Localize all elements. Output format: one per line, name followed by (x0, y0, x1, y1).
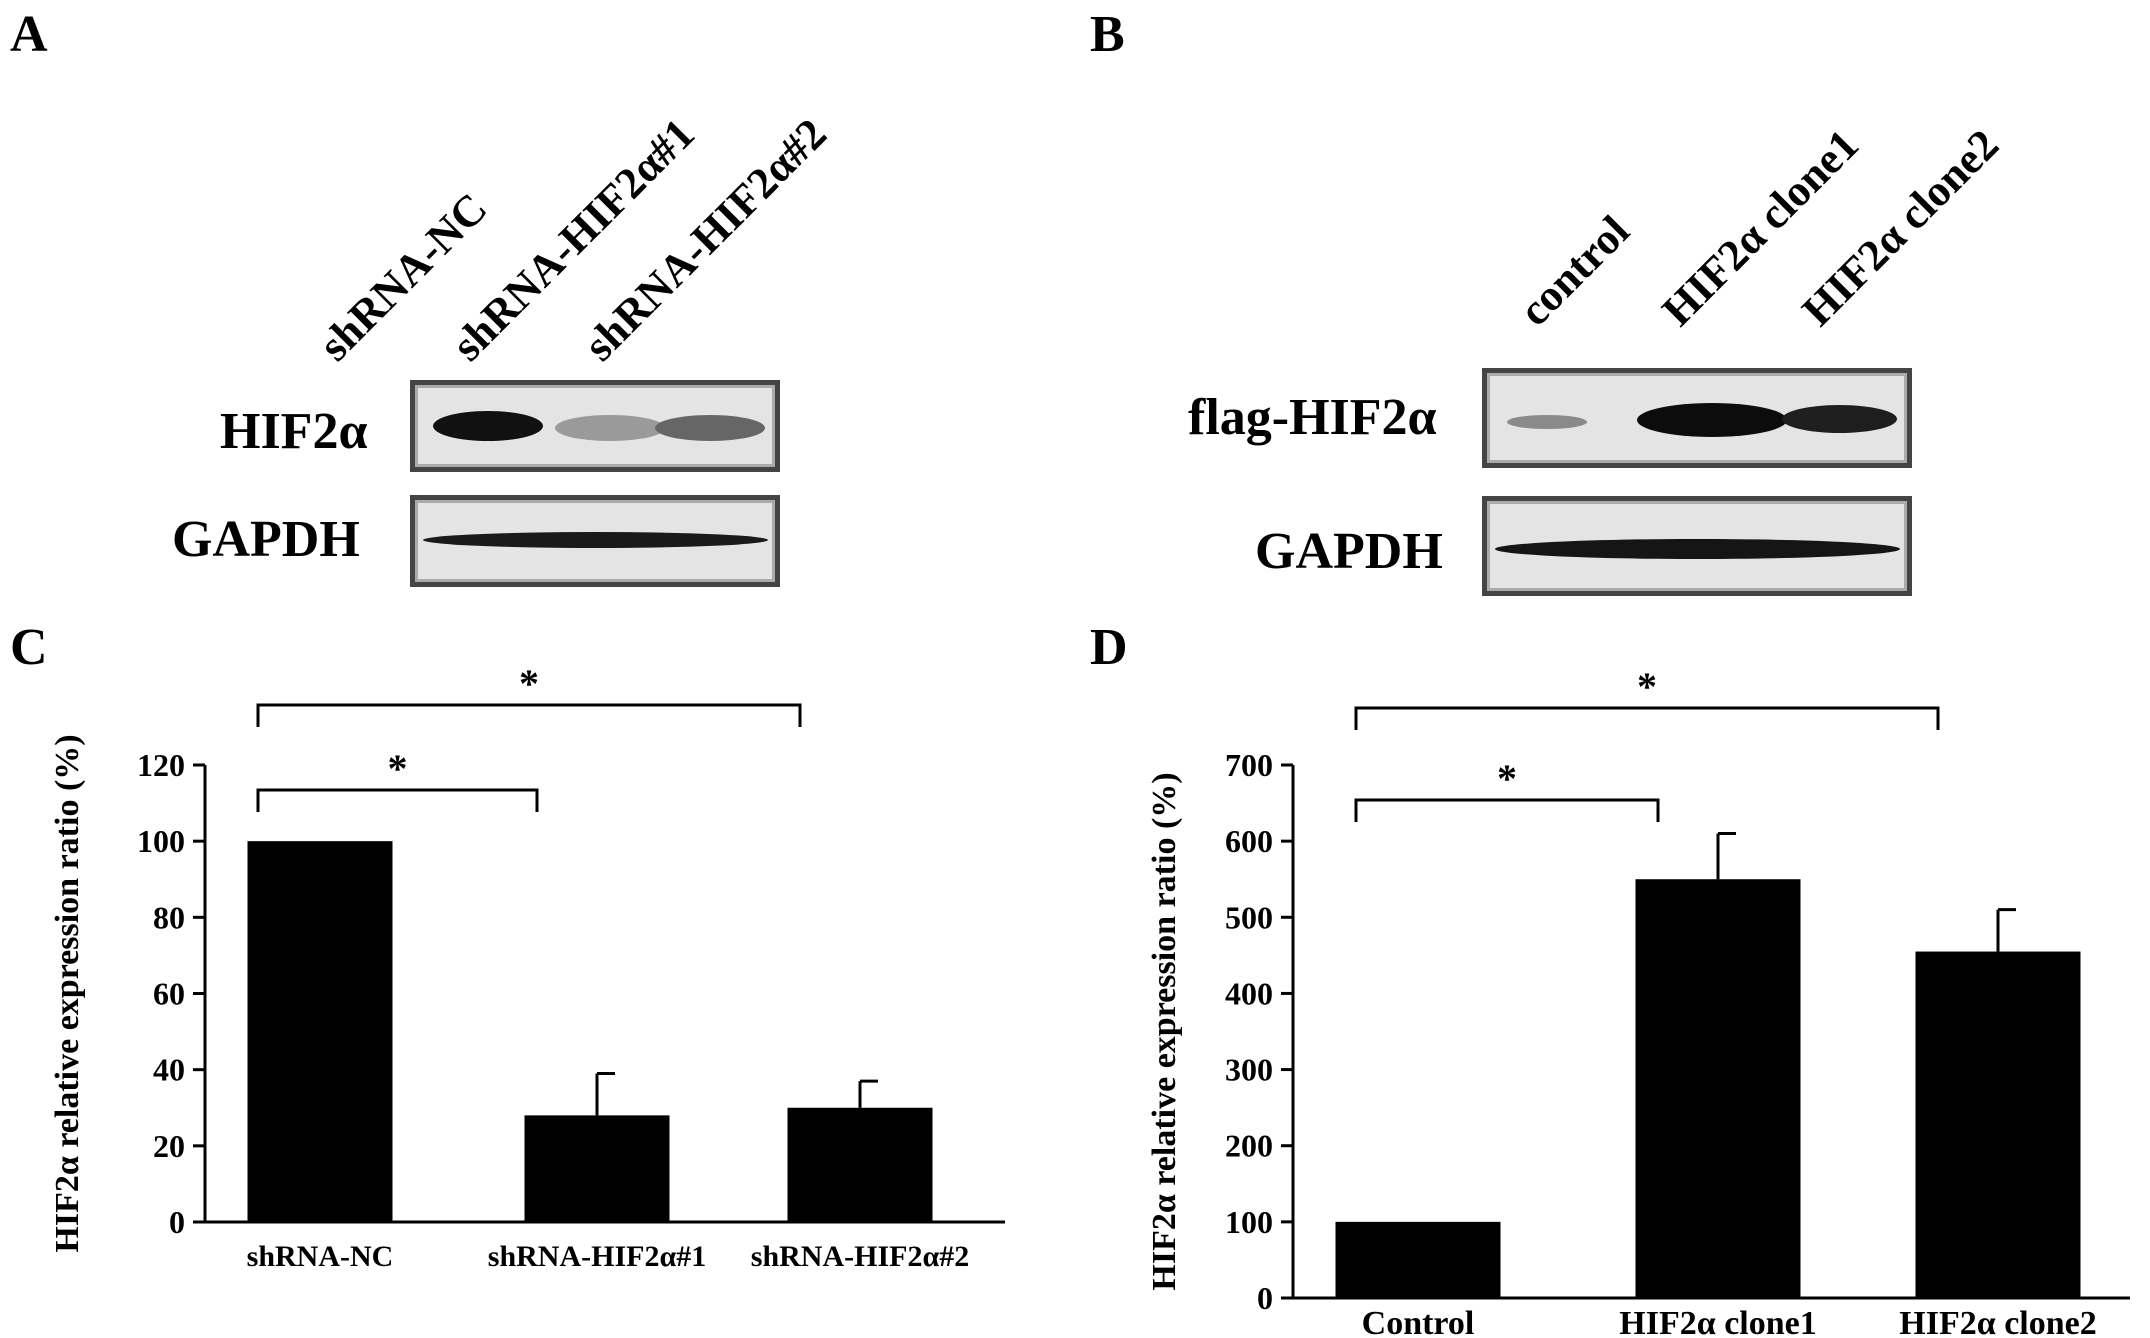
bar (1635, 879, 1801, 1298)
bar (787, 1107, 933, 1222)
significance-label: * (1637, 664, 1657, 709)
panel-c-letter: C (10, 619, 48, 676)
significance-bracket (256, 788, 539, 812)
bar (524, 1115, 670, 1222)
y-tick-label: 80 (153, 899, 185, 935)
panel-b-blot-flag-hif2a (1482, 368, 1912, 468)
panel-b-row-label-flag-hif2a: flag-HIF2α (1188, 389, 1437, 446)
significance-label: * (388, 746, 408, 791)
band (1782, 405, 1897, 433)
band (423, 532, 768, 548)
panel-a-row-label-gapdh: GAPDH (172, 511, 360, 568)
band (555, 415, 665, 441)
x-tick-label: shRNA-HIF2α#2 (751, 1240, 969, 1273)
band (1507, 415, 1587, 429)
y-tick-label: 100 (137, 823, 185, 859)
y-tick-label: 120 (137, 747, 185, 783)
y-tick-label: 20 (153, 1128, 185, 1164)
significance-label: * (1497, 756, 1517, 801)
significance-bracket (1354, 706, 1940, 730)
panel-a-row-label-hif2a: HIF2α (220, 403, 368, 460)
bar (1335, 1221, 1501, 1298)
panel-b-letter: B (1090, 6, 1125, 63)
x-tick-label: shRNA-HIF2α#1 (488, 1240, 706, 1273)
panel-a-blot-gapdh (410, 495, 780, 587)
x-tick-label: shRNA-NC (247, 1240, 394, 1273)
y-tick-label: 500 (1225, 899, 1273, 935)
band (655, 415, 765, 441)
significance-label: * (519, 661, 539, 706)
band (1495, 539, 1900, 559)
y-tick-label: 40 (153, 1052, 185, 1088)
y-tick-label: 200 (1225, 1128, 1273, 1164)
y-tick-label: 0 (1257, 1280, 1273, 1316)
band (433, 411, 543, 441)
y-tick-label: 0 (169, 1204, 185, 1240)
y-tick-label: 60 (153, 976, 185, 1012)
x-tick-label: Control (1362, 1305, 1475, 1338)
y-tick-label: 100 (1225, 1204, 1273, 1240)
x-tick-label: HIF2α clone2 (1899, 1305, 2096, 1338)
chart-d: 0 100 200 300 400 500 600 700 HIF2α relative exp… (1146, 664, 2130, 1338)
y-tick-label: 300 (1225, 1052, 1273, 1088)
panel-d-letter: D (1090, 619, 1128, 676)
panel-a-letter: A (10, 6, 48, 63)
y-axis-label: HIF2α relative expression ratio (%) (49, 734, 86, 1252)
panel-b-row-label-gapdh: GAPDH (1255, 523, 1443, 580)
bar (1915, 951, 2081, 1298)
y-tick-label: 600 (1225, 823, 1273, 859)
panel-b-blot-gapdh (1482, 496, 1912, 596)
panel-a-blot-hif2a (410, 380, 780, 472)
x-tick-label: HIF2α clone1 (1619, 1305, 1816, 1338)
band (1637, 403, 1787, 437)
y-tick-label: 400 (1225, 975, 1273, 1011)
significance-bracket (256, 703, 802, 727)
bar (247, 841, 393, 1222)
y-tick-label: 700 (1225, 747, 1273, 783)
y-axis-label: HIF2α relative expression ratio (%) (1146, 772, 1183, 1290)
chart-c: 0 20 40 60 80 100 120 HIF2α relative expression… (49, 661, 1005, 1273)
significance-bracket (1354, 798, 1660, 822)
